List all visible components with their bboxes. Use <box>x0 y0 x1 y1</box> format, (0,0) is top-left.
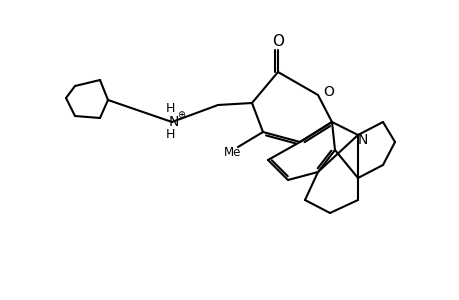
Text: O: O <box>323 85 334 99</box>
Text: O: O <box>271 34 283 49</box>
Text: N: N <box>357 133 367 147</box>
Text: ⊕: ⊕ <box>177 110 185 120</box>
Text: N: N <box>168 115 179 129</box>
Text: Me: Me <box>224 146 241 160</box>
Text: H: H <box>165 128 174 142</box>
Text: H: H <box>165 103 174 116</box>
